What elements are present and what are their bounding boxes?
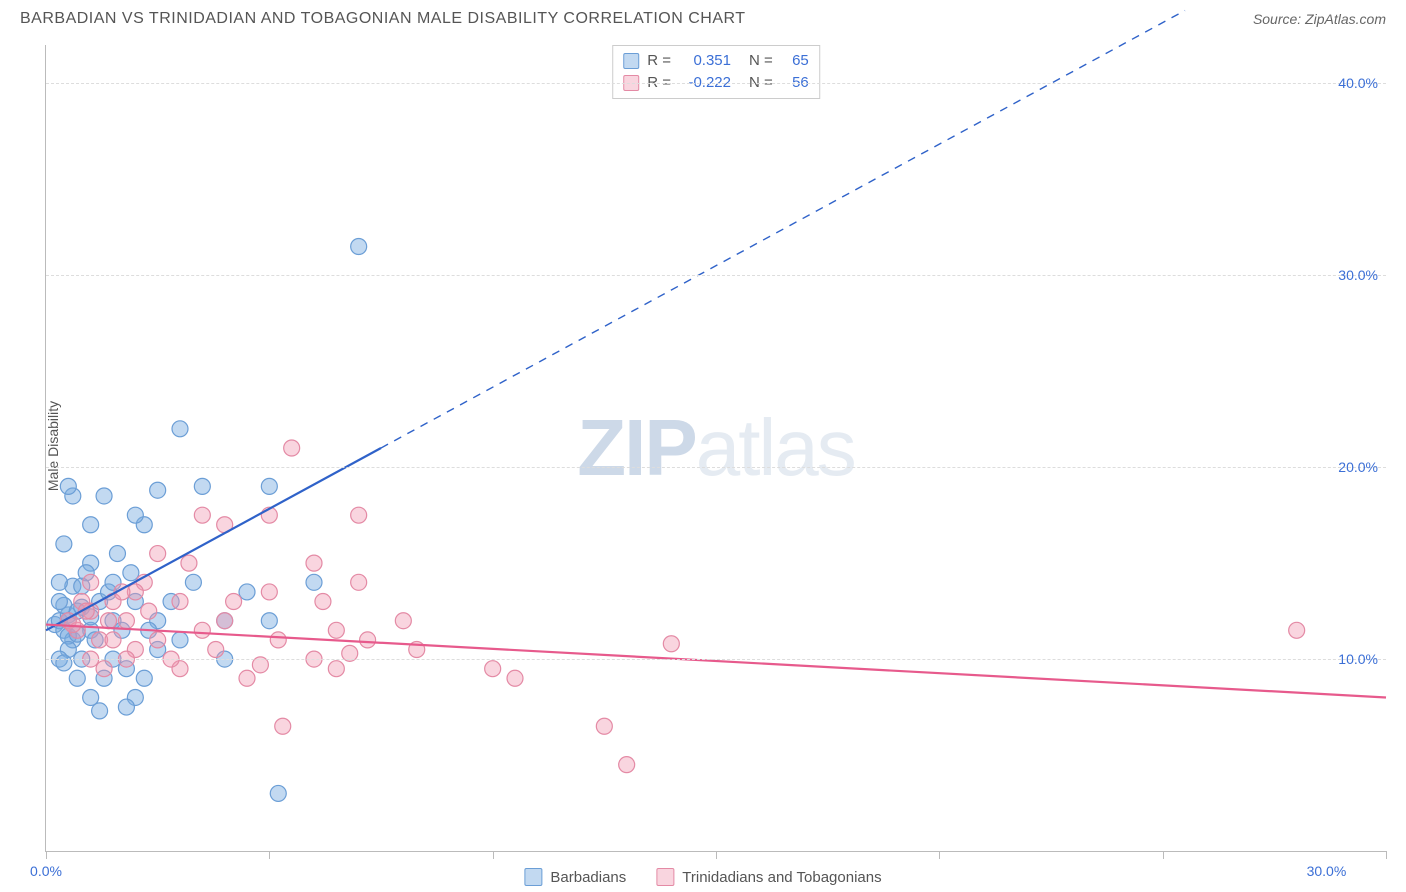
data-point [261,613,277,629]
data-point [275,718,291,734]
y-tick-label: 30.0% [1338,267,1378,283]
data-point [351,574,367,590]
x-tick [269,851,270,859]
legend-label-2: Trinidadians and Tobagonians [682,869,881,886]
data-point [239,584,255,600]
data-point [226,594,242,610]
swatch-series2 [656,868,674,886]
data-point [261,478,277,494]
data-point [395,613,411,629]
x-tick [46,851,47,859]
plot-svg [46,45,1386,851]
swatch-series1 [623,53,639,69]
data-point [109,546,125,562]
stats-box: R = 0.351 N = 65 R = -0.222 N = 56 [612,45,820,99]
data-point [485,661,501,677]
data-point [315,594,331,610]
x-tick [493,851,494,859]
y-tick-label: 20.0% [1338,459,1378,475]
stat-n1-value: 65 [781,50,809,72]
x-tick [1163,851,1164,859]
data-point [351,239,367,255]
data-point [306,574,322,590]
data-point [185,574,201,590]
chart-header: BARBADIAN VS TRINIDADIAN AND TOBAGONIAN … [0,0,1406,33]
data-point [239,670,255,686]
bottom-legend: Barbadians Trinidadians and Tobagonians [524,868,881,886]
data-point [351,507,367,523]
gridline [46,467,1386,468]
legend-item-1: Barbadians [524,868,626,886]
data-point [105,632,121,648]
data-point [141,603,157,619]
data-point [69,670,85,686]
data-point [92,703,108,719]
chart-container: ZIPatlas R = 0.351 N = 65 R = -0.222 N =… [45,45,1386,852]
data-point [619,757,635,773]
data-point [172,421,188,437]
data-point [101,613,117,629]
x-tick-label: 30.0% [1307,863,1347,879]
data-point [270,785,286,801]
gridline [46,275,1386,276]
data-point [261,584,277,600]
y-tick-label: 10.0% [1338,651,1378,667]
chart-title: BARBADIAN VS TRINIDADIAN AND TOBAGONIAN … [20,10,746,28]
data-point [118,699,134,715]
y-tick-label: 40.0% [1338,75,1378,91]
data-point [150,546,166,562]
data-point [181,555,197,571]
data-point [507,670,523,686]
data-point [123,565,139,581]
data-point [60,478,76,494]
stat-r1-value: 0.351 [679,50,731,72]
data-point [270,632,286,648]
stat-n-label: N = [749,50,773,72]
legend-item-2: Trinidadians and Tobagonians [656,868,881,886]
x-tick-label: 0.0% [30,863,62,879]
data-point [96,661,112,677]
chart-source: Source: ZipAtlas.com [1253,11,1386,27]
data-point [194,478,210,494]
data-point [194,622,210,638]
data-point [150,632,166,648]
data-point [1289,622,1305,638]
data-point [360,632,376,648]
gridline [46,83,1386,84]
plot-area: ZIPatlas R = 0.351 N = 65 R = -0.222 N =… [45,45,1386,852]
data-point [172,632,188,648]
data-point [194,507,210,523]
data-point [150,482,166,498]
data-point [83,517,99,533]
data-point [118,613,134,629]
gridline [46,659,1386,660]
data-point [127,507,143,523]
x-tick [1386,851,1387,859]
data-point [56,536,72,552]
data-point [663,636,679,652]
swatch-series1 [524,868,542,886]
x-tick [939,851,940,859]
x-tick [716,851,717,859]
data-point [96,488,112,504]
legend-label-1: Barbadians [550,869,626,886]
data-point [328,661,344,677]
data-point [83,574,99,590]
data-point [51,594,67,610]
data-point [284,440,300,456]
data-point [306,555,322,571]
data-point [208,642,224,658]
stat-r-label: R = [647,50,671,72]
data-point [217,613,233,629]
stats-row-1: R = 0.351 N = 65 [623,50,809,72]
data-point [328,622,344,638]
data-point [56,655,72,671]
data-point [51,574,67,590]
data-point [596,718,612,734]
data-point [172,594,188,610]
data-point [136,670,152,686]
